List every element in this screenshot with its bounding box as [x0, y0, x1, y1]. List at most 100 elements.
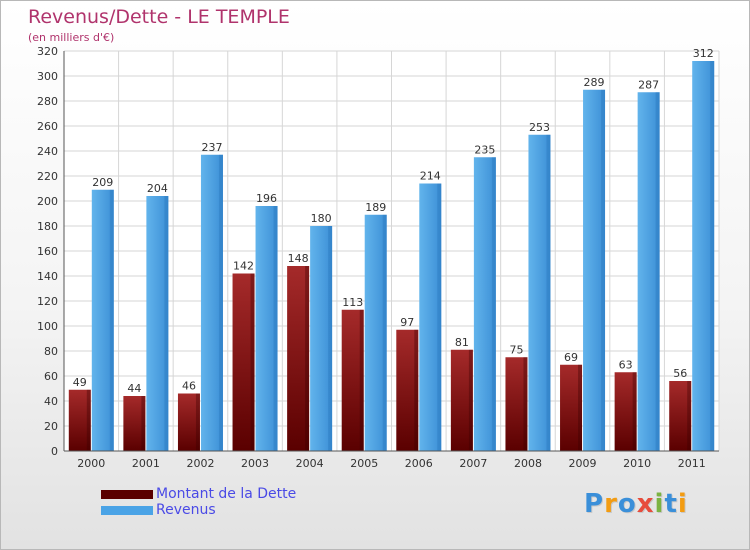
legend-swatch-revenus	[101, 506, 153, 515]
y-tick-label: 140	[37, 270, 58, 283]
grid-layer	[63, 50, 720, 452]
data-label-dette: 148	[288, 252, 309, 265]
x-tick-label: 2007	[459, 457, 487, 470]
data-label-dette: 97	[400, 316, 414, 329]
bar-revenus-shade	[164, 196, 169, 451]
bars-layer	[68, 61, 715, 451]
bar-revenus-shade	[437, 183, 442, 451]
bar-revenus-shade	[601, 89, 606, 451]
brand-letter: r	[604, 489, 618, 519]
y-tick-label: 60	[44, 370, 58, 383]
bar-dette	[123, 396, 146, 451]
labels-layer: 49 209 44 204 46 237 142 196 148 180 113 189 97 214 81…	[73, 47, 714, 395]
data-label-revenus: 287	[638, 78, 659, 91]
x-tick-label: 2004	[296, 457, 324, 470]
data-label-dette: 81	[455, 336, 469, 349]
bar-revenus	[200, 154, 223, 451]
y-tick-label: 100	[37, 320, 58, 333]
bar-dette-shade	[141, 396, 146, 451]
bar-dette-shade	[195, 393, 200, 451]
bar-dette-shade	[359, 309, 364, 451]
data-label-revenus: 289	[584, 76, 605, 89]
bar-dette-shade	[414, 329, 419, 451]
bar-dette-shade	[632, 372, 637, 451]
x-tick-label: 2010	[623, 457, 651, 470]
bar-revenus	[310, 226, 333, 451]
bar-dette	[341, 309, 364, 451]
y-tick-label: 160	[37, 245, 58, 258]
bar-dette-shade	[523, 357, 528, 451]
x-tick-label: 2006	[405, 457, 433, 470]
bar-revenus-shade	[382, 214, 387, 451]
bar-dette	[68, 389, 91, 451]
legend-label-debt: Montant de la Dette	[156, 486, 297, 502]
bar-revenus	[146, 196, 169, 451]
data-label-revenus: 214	[420, 170, 441, 183]
y-tick-label: 220	[37, 170, 58, 183]
data-label-dette: 69	[564, 351, 578, 364]
bar-revenus-shade	[710, 61, 715, 451]
data-label-revenus: 209	[92, 176, 113, 189]
x-tick-label: 2000	[77, 457, 105, 470]
x-tick-label: 2003	[241, 457, 269, 470]
bar-dette	[450, 349, 473, 451]
bar-dette-shade	[578, 364, 583, 451]
bar-revenus	[419, 183, 442, 451]
bar-revenus	[91, 189, 114, 451]
bar-revenus-shade	[328, 226, 333, 451]
legend-swatch-debt	[101, 490, 153, 499]
bar-dette-shade	[250, 273, 255, 451]
data-label-revenus: 189	[365, 201, 386, 214]
data-label-dette: 44	[127, 382, 141, 395]
bar-revenus-shade	[546, 134, 551, 451]
legend-label-revenus: Revenus	[156, 502, 216, 518]
bar-dette-shade	[687, 381, 692, 451]
bar-dette	[505, 357, 528, 451]
y-tick-label: 20	[44, 420, 58, 433]
data-label-dette: 113	[342, 296, 363, 309]
bar-revenus	[583, 89, 606, 451]
brand-letter: P	[584, 489, 605, 519]
y-tick-label: 0	[51, 445, 58, 458]
y-tick-label: 300	[37, 70, 58, 83]
bar-dette	[177, 393, 200, 451]
bar-dette	[232, 273, 255, 451]
data-label-revenus: 235	[474, 143, 495, 156]
y-tick-label: 80	[44, 345, 58, 358]
brand-letter: x	[636, 489, 655, 519]
bar-revenus	[255, 206, 278, 451]
data-label-dette: 142	[233, 260, 254, 273]
data-label-dette: 63	[619, 358, 633, 371]
bar-revenus-shade	[273, 206, 278, 451]
bar-dette-shade	[305, 266, 310, 451]
bar-revenus-shade	[655, 92, 660, 451]
x-tick-label: 2011	[678, 457, 706, 470]
bar-dette-shade	[86, 389, 91, 451]
bar-dette	[560, 364, 583, 451]
bar-revenus-shade	[109, 189, 114, 451]
bar-dette	[287, 266, 310, 451]
y-tick-label: 320	[37, 45, 58, 58]
brand-logo: Proxiti	[584, 489, 688, 519]
y-tick-label: 200	[37, 195, 58, 208]
bar-revenus	[364, 214, 387, 451]
data-label-revenus: 204	[147, 182, 168, 195]
data-label-revenus: 312	[693, 47, 714, 60]
x-tick-label: 2008	[514, 457, 542, 470]
y-tick-label: 280	[37, 95, 58, 108]
y-tick-label: 120	[37, 295, 58, 308]
brand-letter: o	[617, 489, 637, 519]
bar-dette	[396, 329, 419, 451]
data-label-dette: 46	[182, 380, 196, 393]
chart-title: Revenus/Dette - LE TEMPLE	[28, 6, 290, 28]
x-tick-label: 2001	[132, 457, 160, 470]
brand-letter: i	[654, 489, 665, 519]
data-label-revenus: 196	[256, 192, 277, 205]
bar-revenus	[692, 61, 715, 451]
data-label-dette: 75	[509, 343, 523, 356]
brand-letter: i	[677, 489, 688, 519]
x-tick-label: 2002	[186, 457, 214, 470]
data-label-revenus: 253	[529, 121, 550, 134]
